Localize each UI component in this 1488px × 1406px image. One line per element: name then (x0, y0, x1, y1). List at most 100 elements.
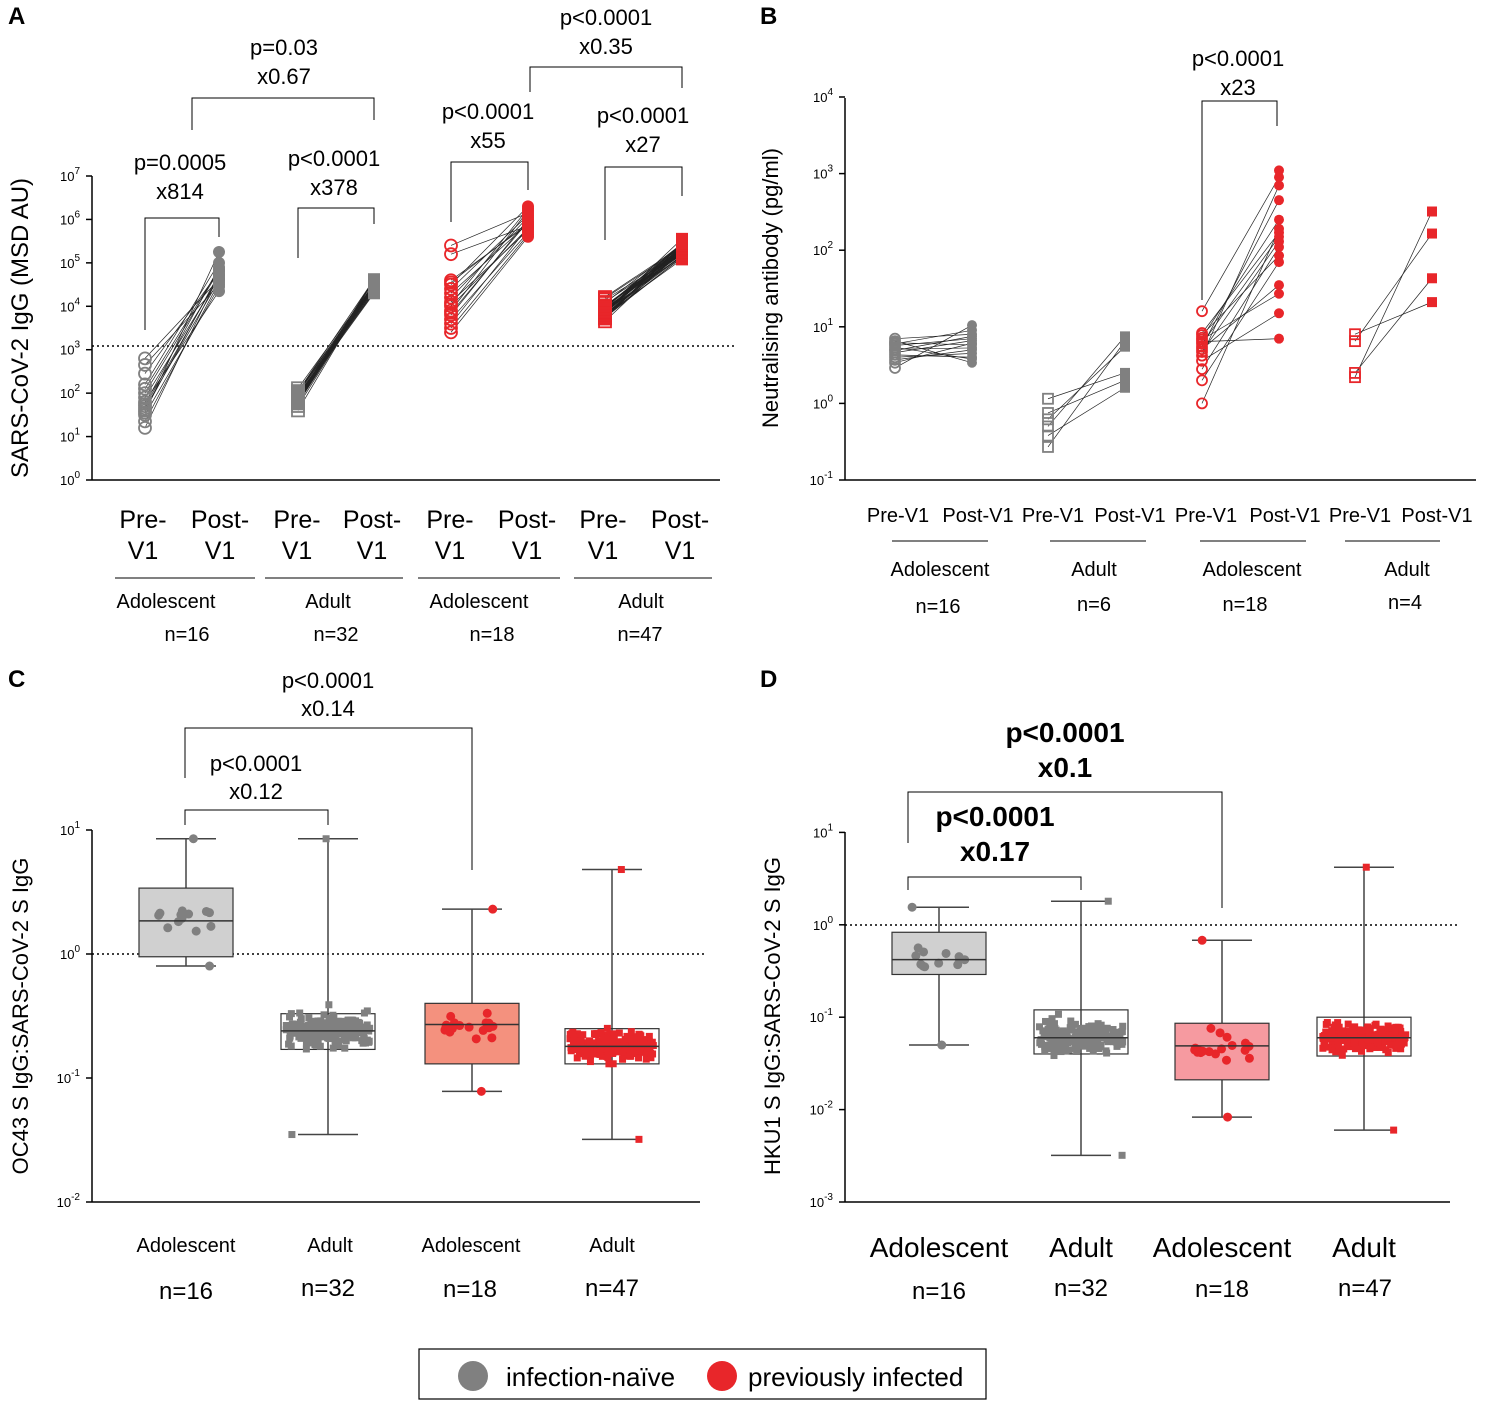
panel-a-x-label-2-bot: V1 (205, 537, 236, 565)
panel-a-bracket-1 (144, 217, 220, 330)
box-point (1323, 1019, 1331, 1027)
panel-b-pair-line (1047, 372, 1126, 400)
box-point (1364, 1027, 1372, 1035)
box-point (311, 1041, 319, 1049)
panel-a-pair-line (144, 279, 220, 359)
box-point (1054, 1030, 1062, 1038)
panel-a-x-label-6-top: Post- (498, 506, 556, 534)
panel-a-group-4-n: n=47 (617, 624, 662, 646)
panel-b-pre-point (1042, 413, 1054, 426)
panel-a-pair-line (450, 208, 529, 305)
box-point (1327, 1029, 1335, 1037)
box-point (620, 1052, 628, 1060)
box-point (1377, 1025, 1385, 1033)
box-point (362, 1023, 370, 1031)
box-point (1198, 1046, 1208, 1056)
panel-b-bracket (1201, 100, 1278, 300)
box-point (1387, 1041, 1395, 1049)
y-tick-label: 100 (813, 915, 833, 933)
box-point (937, 1040, 947, 1050)
panel-a-pair-line (450, 227, 529, 307)
box-point (1340, 1045, 1348, 1053)
box-point (603, 1047, 611, 1055)
panel-b-data (889, 165, 1437, 453)
box-iqr (891, 931, 987, 976)
panel-c-group-2-n: n=32 (301, 1275, 355, 1302)
box-point (569, 1037, 577, 1045)
box-point (1346, 1043, 1354, 1051)
box-point (1371, 1032, 1379, 1040)
box-point (586, 1037, 594, 1045)
panel-a-x-label-7-top: Pre- (579, 506, 626, 534)
panel-a-pre-point (138, 414, 152, 429)
panel-a-pair-line (144, 271, 220, 374)
panel-a-bracket-6 (529, 66, 683, 92)
panel-a-pre-point (138, 390, 152, 405)
panel-d-fold-1: x0.17 (960, 836, 1030, 867)
box-point (1321, 1033, 1329, 1041)
panel-a-pair-line (450, 234, 529, 329)
box-point (609, 1060, 617, 1068)
panel-a-y-axis-title: SARS-CoV-2 IgG (MSD AU) (7, 178, 34, 478)
box-point (360, 1009, 368, 1017)
box-point (576, 1037, 584, 1045)
legend: infection-naïve previously infected (418, 1348, 987, 1400)
box-point (482, 1008, 492, 1018)
panel-a-post-point (213, 246, 225, 258)
y-tick-label: 106 (60, 209, 80, 227)
box-point (1351, 1023, 1359, 1031)
box-point (471, 1034, 481, 1044)
box-point (1097, 1041, 1105, 1049)
panel-a-pair-line (297, 293, 375, 399)
box-iqr (1033, 1009, 1129, 1055)
panel-a-post-point (213, 256, 225, 269)
box-point (1086, 1044, 1094, 1052)
panel-a-x-label-3-top: Pre- (273, 506, 320, 534)
box-point (1332, 1048, 1340, 1056)
panel-a-pair-line (144, 277, 220, 398)
panel-b-x-label-8: Post-V1 (1401, 505, 1472, 527)
panel-b-pair-line (1047, 387, 1126, 436)
box-point (1337, 1030, 1345, 1038)
panel-c-p-1: p<0.0001 (210, 751, 302, 776)
panel-d-bracket-2 (907, 791, 1223, 908)
box-point (1060, 1032, 1068, 1040)
panel-a-fold-6: x0.35 (579, 34, 633, 59)
box-point (1109, 1036, 1117, 1044)
panel-a-pre-point (444, 321, 458, 335)
box-point (1078, 1032, 1086, 1040)
box-point (1043, 1041, 1051, 1049)
y-tick-label: 101 (60, 427, 80, 445)
box-point (597, 1045, 605, 1053)
panel-a-p-2: p<0.0001 (288, 146, 380, 171)
box-point (582, 1047, 590, 1055)
panel-b-pair-line (1201, 313, 1280, 362)
panel-a-pre-point (444, 325, 458, 340)
box-point (919, 947, 929, 957)
box-point (206, 921, 216, 931)
panel-a-pre-point (444, 316, 458, 331)
panel-b-pair-line (894, 353, 973, 358)
box-point (1397, 1045, 1405, 1053)
panel-b-group-1-name: Adolescent (891, 559, 990, 581)
box-point (1071, 1040, 1079, 1048)
panel-b-x-label-2: Post-V1 (942, 505, 1013, 527)
box-point (362, 1039, 370, 1047)
box-point (1046, 1018, 1054, 1026)
y-tick-label: 107 (60, 166, 80, 184)
panel-a-pair-line (450, 225, 529, 255)
panel-b-post-point (1274, 195, 1284, 206)
panel-b-pair-line (1201, 261, 1280, 381)
box-point (1091, 1041, 1099, 1049)
y-tick-label: 10-2 (57, 1192, 81, 1210)
panel-d-label: D (760, 666, 777, 693)
box-point (577, 1043, 585, 1051)
box-point (325, 1014, 333, 1022)
box-point (567, 1047, 575, 1055)
panel-a-pair-line (450, 224, 529, 281)
box-point (1374, 1038, 1382, 1046)
box-point (163, 923, 173, 933)
panel-a-pair-line (144, 290, 220, 403)
panel-a-pre-point (444, 312, 458, 327)
